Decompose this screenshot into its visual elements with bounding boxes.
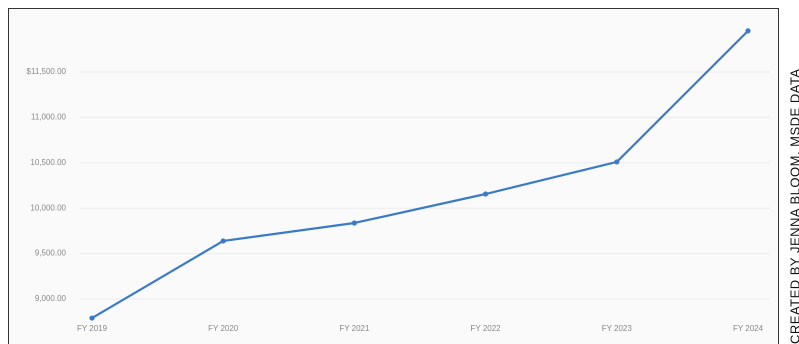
y-tick-label: $11,500.00: [27, 67, 67, 76]
x-tick-label: FY 2022: [471, 324, 502, 333]
x-tick-label: FY 2021: [339, 324, 370, 333]
point: [614, 159, 620, 165]
point: [745, 28, 751, 34]
line: [91, 30, 749, 320]
x-tick-label: FY 2024: [733, 324, 764, 333]
y-tick-label: 9,500.00: [35, 249, 67, 258]
point: [220, 238, 226, 244]
point: [351, 220, 357, 226]
x-tick-label: FY 2020: [208, 324, 239, 333]
x-tick-label: FY 2019: [77, 324, 108, 333]
point: [89, 315, 95, 321]
y-tick-label: 10,500.00: [30, 158, 66, 167]
point: [483, 191, 489, 197]
x-tick-label: FY 2023: [602, 324, 633, 333]
chart-frame: [8, 8, 779, 344]
y-tick-label: 10,000.00: [30, 203, 66, 212]
credit: CREATED BY JENNA BLOOM, MSDE DATA: [787, 68, 799, 344]
y-tick-label: 11,000.00: [31, 112, 67, 121]
y-tick-label: 9,000.00: [35, 294, 67, 303]
